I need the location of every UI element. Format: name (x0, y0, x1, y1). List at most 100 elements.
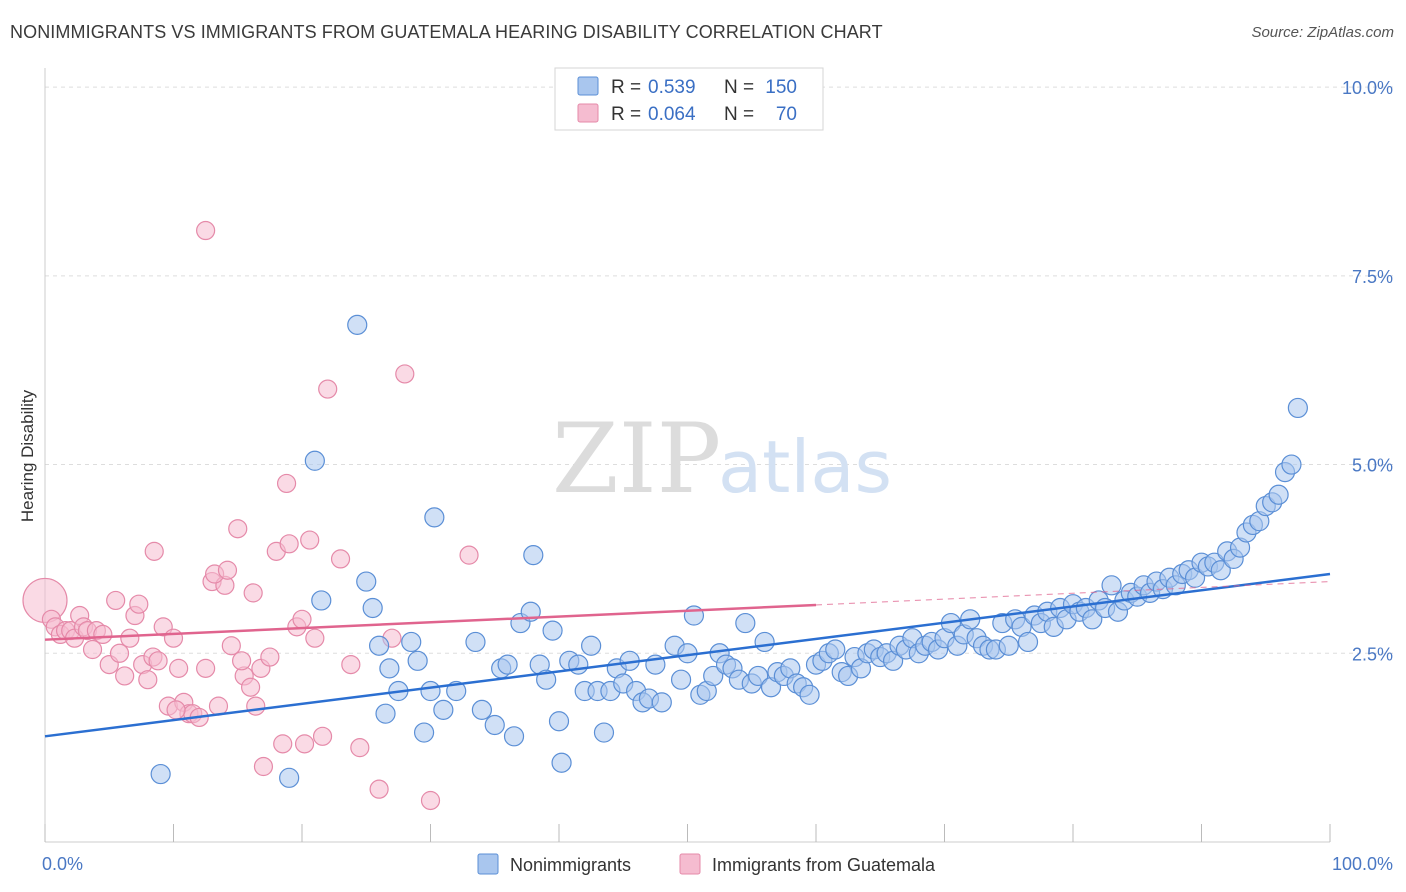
point-immigrants-48 (300, 530, 320, 550)
axes (44, 68, 1331, 843)
trend-lines (44, 572, 1331, 738)
point-immigrants-42 (260, 647, 280, 667)
point-immigrants-53 (341, 654, 361, 675)
legend-n-label-2: N = (724, 104, 754, 125)
legend-r-value-2: 0.064 (648, 104, 696, 125)
y-tick-labels: 2.5% 5.0% 7.5% 10.0% (1342, 78, 1393, 664)
point-immigrants-65 (243, 583, 263, 603)
point-immigrants-40 (246, 696, 266, 716)
watermark-atlas: atlas (718, 425, 892, 509)
legend-n-value-2: 70 (776, 104, 797, 125)
point-immigrants-47 (292, 609, 312, 629)
point-immigrants-44 (273, 734, 293, 754)
point-nonimmigrants-53 (703, 665, 724, 687)
legend-swatch-nonimmigrants (477, 853, 499, 875)
point-nonimmigrants-0 (150, 763, 171, 785)
trend-line-immigrants (44, 603, 817, 641)
point-immigrants-59 (459, 545, 479, 565)
point-immigrants-67 (276, 473, 297, 494)
point-immigrants-55 (369, 779, 389, 799)
point-nonimmigrants-35 (581, 635, 602, 656)
point-nonimmigrants-115 (1101, 575, 1122, 596)
point-nonimmigrants-18 (465, 631, 486, 653)
point-immigrants-36 (221, 636, 241, 656)
y-tick-label-0: 2.5% (1352, 644, 1393, 664)
point-immigrants-66 (253, 756, 274, 777)
point-immigrants-51 (318, 379, 338, 399)
point-immigrants-69 (166, 700, 186, 720)
point-nonimmigrants-30 (548, 711, 570, 732)
trend-line-nonimmigrants (44, 572, 1331, 738)
point-nonimmigrants-14 (420, 680, 441, 702)
point-nonimmigrants-99 (998, 635, 1019, 656)
point-immigrants-23 (148, 651, 168, 671)
point-immigrants-57 (395, 364, 415, 384)
point-nonimmigrants-58 (735, 612, 756, 634)
legend-label-nonimmigrants: Nonimmigrants (510, 855, 631, 875)
point-nonimmigrants-11 (401, 631, 422, 653)
point-immigrants-50 (312, 726, 333, 746)
point-nonimmigrants-9 (379, 658, 400, 679)
point-nonimmigrants-61 (754, 631, 775, 653)
legend-n-value-1: 150 (765, 77, 797, 98)
x-tick-label-1: 100.0% (1332, 854, 1393, 874)
point-nonimmigrants-31 (551, 752, 572, 773)
point-immigrants-21 (138, 670, 158, 690)
point-nonimmigrants-144 (1287, 397, 1308, 419)
point-nonimmigrants-1 (279, 767, 300, 788)
point-immigrants-64 (232, 651, 252, 671)
point-nonimmigrants-29 (542, 620, 563, 641)
point-nonimmigrants-28 (536, 669, 557, 690)
trend-line-immigrants-extension (815, 580, 1331, 606)
point-nonimmigrants-112 (1082, 609, 1103, 630)
legend-label-immigrants: Immigrants from Guatemala (712, 855, 936, 875)
y-tick-label-1: 5.0% (1352, 456, 1393, 476)
point-nonimmigrants-17 (446, 680, 467, 702)
point-nonimmigrants-26 (523, 545, 544, 566)
point-nonimmigrants-102 (1017, 631, 1039, 653)
point-nonimmigrants-20 (484, 714, 505, 736)
point-nonimmigrants-132 (1210, 560, 1231, 581)
point-immigrants-16 (115, 666, 135, 686)
point-nonimmigrants-141 (1268, 484, 1289, 505)
series-immigrants-guatemala-points (22, 220, 479, 811)
point-nonimmigrants-33 (568, 654, 589, 675)
point-immigrants-58 (420, 790, 441, 811)
point-nonimmigrants-3 (311, 590, 332, 611)
point-nonimmigrants-46 (651, 692, 672, 713)
x-tick-labels: 0.0% 100.0% (42, 854, 1393, 874)
legend-n-label-1: N = (724, 77, 754, 98)
y-axis-label: Hearing Disability (18, 389, 37, 522)
point-nonimmigrants-68 (799, 684, 820, 705)
y-tick-label-2: 7.5% (1352, 267, 1393, 287)
point-immigrants-17 (120, 628, 140, 648)
point-immigrants-52 (330, 549, 351, 569)
point-immigrants-68 (294, 734, 315, 754)
point-immigrants-49 (305, 628, 325, 648)
legend-r-label-2: R = (611, 104, 641, 125)
point-nonimmigrants-8 (375, 703, 396, 724)
x-tick-label-0: 0.0% (42, 854, 83, 874)
point-nonimmigrants-37 (593, 722, 615, 743)
point-immigrants-45 (279, 534, 299, 554)
series-legend: Nonimmigrants Immigrants from Guatemala (477, 853, 936, 875)
point-nonimmigrants-16 (433, 699, 454, 720)
chart-title: NONIMMIGRANTS VS IMMIGRANTS FROM GUATEMA… (10, 22, 883, 42)
point-nonimmigrants-19 (471, 699, 492, 720)
immigrants-swatch (577, 103, 599, 123)
point-immigrants-15 (109, 643, 130, 663)
legend-swatch-immigrants (679, 853, 701, 875)
watermark-zip: ZIP (552, 403, 721, 515)
point-immigrants-10 (82, 639, 103, 660)
nonimmigrants-swatch (577, 76, 599, 96)
point-immigrants-37 (228, 519, 248, 539)
stats-legend-box (554, 67, 824, 131)
point-nonimmigrants-50 (683, 605, 705, 626)
point-immigrants-27 (169, 658, 189, 678)
point-nonimmigrants-60 (748, 665, 769, 687)
point-immigrants-26 (163, 628, 184, 648)
source-credit: Source: ZipAtlas.com (1251, 24, 1394, 41)
point-immigrants-60 (196, 220, 216, 241)
point-nonimmigrants-22 (497, 654, 518, 675)
